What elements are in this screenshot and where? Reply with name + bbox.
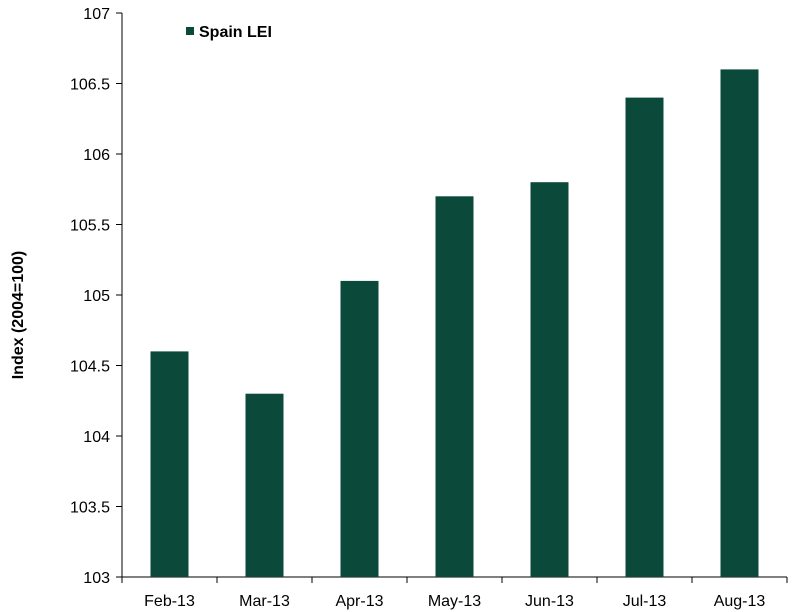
bar bbox=[625, 97, 664, 577]
y-tick-label: 104.5 bbox=[70, 359, 110, 376]
bars bbox=[150, 69, 759, 578]
x-tick-label: Jul-13 bbox=[623, 593, 667, 610]
y-axis-title: Index (2004=100) bbox=[10, 251, 27, 380]
bar bbox=[720, 69, 759, 578]
x-tick-label: Aug-13 bbox=[714, 593, 766, 610]
y-tick-label: 104 bbox=[83, 429, 110, 446]
bar bbox=[340, 280, 379, 577]
legend: Spain LEI bbox=[186, 24, 272, 41]
y-tick-label: 107 bbox=[83, 6, 110, 23]
y-tick-label: 103 bbox=[83, 570, 110, 587]
y-tick-label: 106.5 bbox=[70, 77, 110, 94]
y-axis: 103 103.5 104 104.5 105 105.5 106 106.5 107 bbox=[70, 6, 123, 587]
legend-swatch bbox=[186, 27, 194, 35]
y-tick-label: 105.5 bbox=[70, 218, 110, 235]
x-tick-label: Mar-13 bbox=[239, 593, 290, 610]
x-tick-label: Apr-13 bbox=[335, 593, 383, 610]
bar bbox=[435, 196, 474, 578]
bar bbox=[150, 351, 189, 577]
y-tick-label: 106 bbox=[83, 147, 110, 164]
x-tick-label: May-13 bbox=[428, 593, 481, 610]
bar bbox=[530, 182, 569, 577]
x-axis: Feb-13 Mar-13 Apr-13 May-13 Jun-13 Jul-13 Aug-… bbox=[121, 576, 788, 610]
bar bbox=[245, 393, 284, 577]
x-tick-label: Feb-13 bbox=[144, 593, 195, 610]
y-tick-label: 105 bbox=[83, 288, 110, 305]
legend-label: Spain LEI bbox=[199, 24, 272, 41]
x-tick-label: Jun-13 bbox=[525, 593, 574, 610]
y-tick-label: 103.5 bbox=[70, 500, 110, 517]
